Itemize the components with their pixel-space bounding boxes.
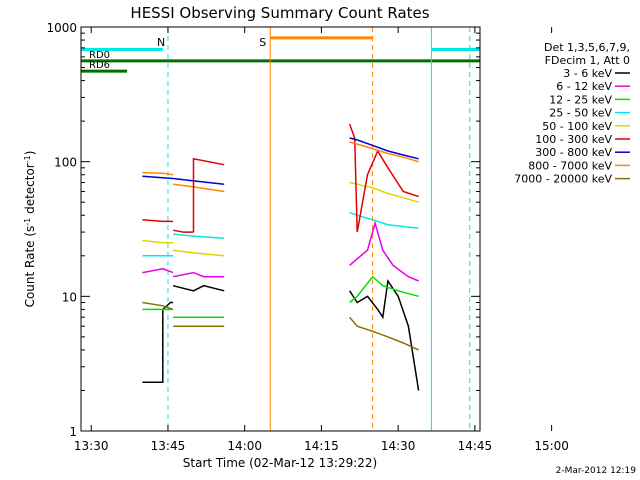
legend: Det 1,3,5,6,7,9, FDecim 1, Att 0 3 - 6 k…	[514, 41, 630, 186]
legend-label-50-100-kev: 50 - 100 keV	[542, 120, 612, 133]
series-100-300-kev-line	[142, 219, 174, 223]
y-axis-ticks: 1 10 100 1000	[46, 21, 480, 439]
y-tick-label: 10	[62, 290, 77, 304]
y-axis-title-sup-2: -1	[23, 155, 32, 163]
legend-label-6-12-kev: 6 - 12 keV	[556, 80, 612, 93]
series-3-6-kev-line	[142, 301, 174, 384]
plot-frame	[80, 26, 481, 432]
series-6-12-kev-line	[142, 268, 174, 274]
series-7000-20000-kev-line	[349, 316, 419, 351]
legend-label-100-300-kev: 100 - 300 keV	[535, 133, 612, 146]
x-axis-title: Start Time (02-Mar-12 13:29:22)	[183, 456, 377, 470]
x-axis-ticks: 13:30 13:45 14:00 14:15 14:30 14:45 15:00	[74, 27, 569, 453]
legend-label-3-6-kev: 3 - 6 keV	[563, 67, 612, 80]
series-6-12-kev-line	[172, 271, 225, 278]
legend-header-line-2: FDecim 1, Att 0	[545, 54, 630, 67]
legend-label-800-7000-kev: 800 - 7000 keV	[528, 159, 612, 172]
series-300-800-kev-line	[349, 137, 419, 160]
state-bar-label: RD0	[89, 50, 110, 61]
series-100-300-kev-line-extra	[192, 157, 225, 233]
y-tick-label: 1000	[46, 21, 77, 35]
legend-label-300-800-kev: 300 - 800 keV	[535, 146, 612, 159]
footer-timestamp: 2-Mar-2012 12:19	[556, 466, 637, 476]
series-300-800-kev-line	[142, 175, 174, 180]
series-3-6-kev-line	[348, 278, 420, 391]
series-800-7000-kev-line	[142, 171, 174, 176]
series-800-7000-kev-line	[349, 141, 419, 163]
series-7000-20000-kev-line	[142, 301, 174, 311]
chart-title: HESSI Observing Summary Count Rates	[130, 4, 429, 22]
series-50-100-kev-line	[173, 249, 225, 257]
y-axis-title-sup-1: -1	[23, 218, 32, 226]
legend-label-7000-20000-kev: 7000 - 20000 keV	[514, 173, 612, 186]
legend-header-line-1: Det 1,3,5,6,7,9,	[544, 41, 630, 54]
series-50-100-kev-line	[142, 239, 174, 244]
y-tick-label: 100	[54, 156, 77, 170]
x-tick-label: 15:00	[534, 439, 569, 453]
series-12-25-kev-line	[349, 275, 419, 304]
time-marker-label: S	[259, 36, 266, 49]
series-25-50-kev-line	[173, 233, 225, 239]
y-axis-title-part-2: detector	[23, 163, 37, 218]
y-axis-title-part-3: )	[23, 151, 37, 156]
x-tick-label: 14:15	[304, 439, 339, 453]
x-tick-label: 13:30	[74, 439, 109, 453]
series-50-100-kev-line	[349, 181, 419, 203]
series-800-7000-kev-line	[173, 183, 225, 193]
time-marker-label: N	[157, 36, 165, 49]
state-bar-label: RD6	[89, 60, 110, 71]
legend-label-12-25-kev: 12 - 25 keV	[549, 93, 612, 106]
x-tick-label: 13:45	[151, 439, 186, 453]
y-axis-title-part-1: Count Rate (s	[23, 226, 37, 308]
y-tick-label: 1	[69, 425, 77, 439]
series-6-12-kev-line	[349, 220, 419, 282]
series-300-800-kev-line	[173, 177, 225, 185]
series-lines	[142, 123, 420, 391]
series-3-6-kev-line	[172, 284, 225, 292]
y-axis-title: Count Rate (s-1 detector-1)	[23, 151, 37, 308]
series-25-50-kev-line	[349, 211, 419, 230]
x-tick-label: 14:30	[381, 439, 416, 453]
series-100-300-kev-line	[348, 123, 419, 233]
x-tick-label: 14:45	[458, 439, 493, 453]
x-tick-label: 14:00	[227, 439, 262, 453]
legend-label-25-50-kev: 25 - 50 keV	[549, 107, 612, 120]
series-100-300-kev-line	[172, 229, 194, 233]
